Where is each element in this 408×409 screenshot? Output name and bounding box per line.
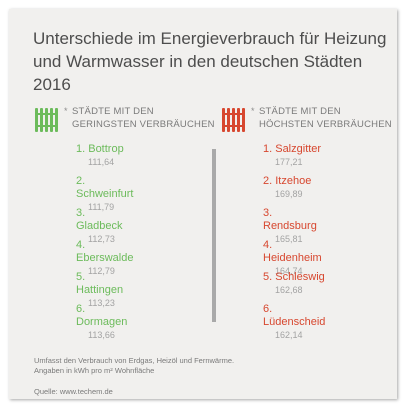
list-item: 4. Eberswalde 112,79 (35, 239, 134, 276)
asterisk-mark: * (64, 106, 68, 116)
city-name: 1. Bottrop (76, 143, 124, 155)
city-value: 111,79 (88, 202, 115, 212)
infographic-title: Unterschiede im Energieverbrauch für Hei… (33, 27, 393, 96)
city-value: 169,89 (275, 189, 303, 199)
list-item: 2. Schweinfurt 111,79 (35, 175, 134, 212)
list-item: 5. Hattingen 113,23 (35, 271, 133, 308)
list-item: 3. Rendsburg 165,81 (222, 207, 325, 244)
list-item: 4. Heidenheim 164,74 (222, 239, 325, 276)
list-item: 3. Gladbeck 112,73 (35, 207, 133, 244)
list-item: 6. Dormagen 113,66 (35, 303, 133, 340)
title-line-1: Unterschiede im Energieverbrauch für Hei… (33, 29, 387, 48)
highest-column-heading: STÄDTE MIT DEN HÖCHSTEN VERBRÄUCHEN (259, 105, 392, 131)
heading-line-1: STÄDTE MIT DEN (72, 106, 154, 117)
city-name: 6. Dormagen (76, 303, 128, 328)
city-name: 6. Lüdenscheid (263, 303, 326, 328)
footnote-line-2: Angaben in kWh pro m² Wohnfläche (34, 366, 155, 375)
highest-city-list: 1. Salzgitter 177,21 2. Itzehoe 169,89 3… (222, 143, 326, 340)
city-value: 113,23 (88, 298, 115, 308)
heading-line-2: HÖCHSTEN VERBRÄUCHEN (259, 119, 392, 130)
city-value: 113,66 (88, 330, 115, 340)
lowest-city-list: 1. Bottrop 111,64 2. Schweinfurt 111,79 … (35, 143, 134, 340)
list-item: 6. Lüdenscheid 162,14 (222, 303, 326, 340)
city-name: 4. Heidenheim (263, 239, 322, 264)
title-line-2: und Warmwasser in den deutschen Städten … (33, 52, 363, 94)
column-divider (212, 149, 216, 322)
heading-line-1: STÄDTE MIT DEN (259, 106, 341, 117)
city-value: 164,74 (275, 266, 303, 276)
list-item: 1. Salzgitter 177,21 (222, 143, 325, 175)
city-value: 111,64 (88, 157, 115, 167)
city-name: 4. Eberswalde (76, 239, 134, 264)
radiator-icon (222, 108, 245, 132)
footnote-line-1: Umfasst den Verbrauch von Erdgas, Heizöl… (34, 356, 235, 365)
city-name: 3. Rendsburg (263, 207, 317, 232)
list-item: 5. Schleswig 162,68 (222, 271, 325, 303)
list-item: 1. Bottrop 111,64 (35, 143, 133, 175)
footnote: Umfasst den Verbrauch von Erdgas, Heizöl… (34, 356, 234, 376)
city-name: 1. Salzgitter (263, 143, 322, 155)
city-value: 112,79 (88, 266, 115, 276)
city-name: 5. Hattingen (76, 271, 124, 296)
asterisk-mark: * (251, 106, 255, 116)
source-credit: Quelle: www.techem.de (34, 387, 113, 396)
list-item: 2. Itzehoe 169,89 (222, 175, 325, 207)
radiator-icon (35, 108, 58, 132)
infographic-card: Unterschiede im Energieverbrauch für Hei… (9, 9, 397, 399)
city-name: 3. Gladbeck (76, 207, 123, 232)
city-name: 2. Itzehoe (263, 175, 312, 187)
heading-line-2: GERINGSTEN VERBRÄUCHEN (72, 119, 215, 130)
city-value: 165,81 (275, 234, 303, 244)
city-name: 2. Schweinfurt (76, 175, 134, 200)
city-name: 5. Schleswig (263, 271, 325, 283)
city-value: 162,68 (275, 285, 303, 295)
city-value: 162,14 (275, 330, 303, 340)
city-value: 177,21 (275, 157, 303, 167)
lowest-column-heading: STÄDTE MIT DEN GERINGSTEN VERBRÄUCHEN (72, 105, 215, 131)
city-value: 112,73 (88, 234, 115, 244)
